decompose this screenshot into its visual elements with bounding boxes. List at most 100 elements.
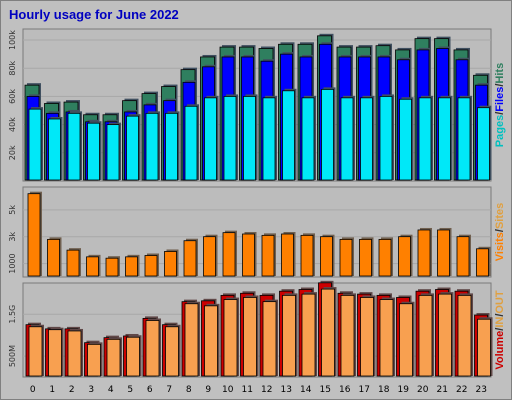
- bar-pages-12: [262, 97, 276, 181]
- panel-middle: [22, 186, 492, 278]
- bar-visits-18: [378, 238, 392, 277]
- bar-pages-17: [360, 97, 373, 181]
- bar-pages-20: [418, 97, 432, 181]
- legend-middle-item-1: /: [494, 229, 506, 232]
- bar-pages-15: [321, 88, 334, 181]
- y-tick-label-top-1: 40k: [8, 117, 17, 132]
- bar-out-1: [48, 329, 62, 377]
- y-tick-label-middle-0: 1000: [8, 253, 17, 273]
- y-tick-label-bottom-0: 500M: [8, 345, 17, 367]
- page-title: Hourly usage for June 2022: [9, 7, 179, 22]
- bar-out-4: [106, 338, 121, 377]
- bar-visits-13: [281, 233, 294, 277]
- y-tick-label-middle-1: 3k: [8, 231, 17, 241]
- bar-out-23: [477, 318, 491, 377]
- bar-visits-3: [86, 256, 99, 277]
- bar-out-19: [399, 303, 413, 377]
- bar-pages-4: [106, 124, 120, 181]
- bar-pages-5: [126, 115, 139, 181]
- bar-out-10: [223, 299, 238, 377]
- bar-pages-16: [340, 97, 354, 181]
- bar-out-0: [28, 326, 43, 377]
- bar-visits-20: [417, 229, 431, 277]
- bar-pages-23: [477, 107, 490, 181]
- bar-out-15: [321, 288, 335, 377]
- x-tick-label-22: 22: [456, 385, 467, 395]
- legend-top-item-0: Pages: [494, 115, 506, 147]
- x-tick-label-7: 7: [166, 385, 172, 395]
- bar-visits-17: [359, 238, 372, 277]
- bar-visits-11: [242, 233, 255, 277]
- bar-out-8: [184, 303, 199, 377]
- x-tick-label-15: 15: [320, 385, 331, 395]
- bar-pages-14: [301, 97, 315, 181]
- x-tick-label-4: 4: [108, 385, 114, 395]
- bar-pages-1: [48, 118, 61, 181]
- legend-top-item-3: /: [494, 84, 506, 87]
- bar-out-7: [165, 326, 179, 377]
- bar-visits-9: [203, 236, 216, 277]
- bar-pages-22: [457, 97, 471, 181]
- x-tick-label-0: 0: [30, 385, 36, 395]
- bar-pages-13: [282, 90, 295, 181]
- x-tick-label-19: 19: [398, 385, 410, 395]
- x-tick-label-11: 11: [242, 385, 253, 395]
- bar-out-6: [145, 320, 160, 377]
- bar-pages-7: [165, 112, 178, 181]
- legend-bottom: Volume/IN/OUT: [494, 290, 506, 370]
- x-tick-label-23: 23: [476, 385, 487, 395]
- x-tick-label-1: 1: [49, 385, 55, 395]
- x-tick-label-6: 6: [147, 385, 153, 395]
- x-tick-label-3: 3: [88, 385, 94, 395]
- bar-out-16: [340, 294, 355, 377]
- bar-out-9: [204, 305, 218, 377]
- legend-bottom-item-0: Volume: [494, 331, 506, 370]
- legend-top-item-4: Hits: [494, 63, 506, 84]
- y-tick-label-top-4: 100k: [8, 30, 17, 50]
- y-tick-label-top-2: 60k: [8, 89, 17, 104]
- bar-visits-0: [27, 193, 41, 277]
- bar-visits-23: [476, 248, 489, 277]
- bar-visits-14: [300, 234, 314, 277]
- bar-out-22: [457, 294, 472, 377]
- bar-visits-5: [125, 256, 138, 277]
- bar-out-2: [67, 330, 82, 377]
- bar-pages-9: [204, 97, 217, 181]
- bar-visits-22: [456, 236, 470, 277]
- legend-bottom-item-4: OUT: [494, 290, 506, 314]
- bar-visits-8: [183, 240, 197, 277]
- legend-top-item-2: Files: [494, 87, 506, 112]
- x-tick-label-16: 16: [339, 385, 351, 395]
- bar-visits-16: [339, 238, 353, 277]
- x-tick-label-8: 8: [186, 385, 192, 395]
- legend-middle-item-0: Visits: [494, 232, 506, 261]
- bar-visits-7: [164, 251, 177, 277]
- bar-visits-4: [105, 257, 119, 277]
- x-tick-label-12: 12: [261, 385, 272, 395]
- bar-visits-1: [47, 238, 60, 277]
- bar-out-11: [243, 297, 257, 377]
- bar-pages-19: [399, 98, 412, 181]
- bar-visits-12: [261, 234, 275, 277]
- bar-pages-2: [67, 112, 81, 181]
- legend-bottom-item-3: /: [494, 314, 506, 317]
- bar-out-17: [360, 297, 374, 377]
- y-tick-label-top-0: 20k: [8, 145, 17, 160]
- bar-pages-0: [28, 108, 42, 181]
- bar-out-3: [87, 343, 101, 377]
- x-tick-label-18: 18: [378, 385, 390, 395]
- bar-pages-10: [223, 96, 237, 181]
- x-tick-label-13: 13: [281, 385, 292, 395]
- legend-top-item-1: /: [494, 112, 506, 115]
- bar-out-12: [262, 301, 277, 377]
- bar-out-5: [126, 336, 140, 377]
- bar-visits-6: [144, 255, 158, 277]
- legend-middle: Visits/Sites: [494, 203, 506, 262]
- bar-pages-8: [184, 105, 198, 181]
- bar-pages-21: [438, 97, 451, 181]
- x-tick-label-10: 10: [222, 385, 234, 395]
- x-tick-label-21: 21: [437, 385, 448, 395]
- bar-visits-2: [66, 249, 80, 277]
